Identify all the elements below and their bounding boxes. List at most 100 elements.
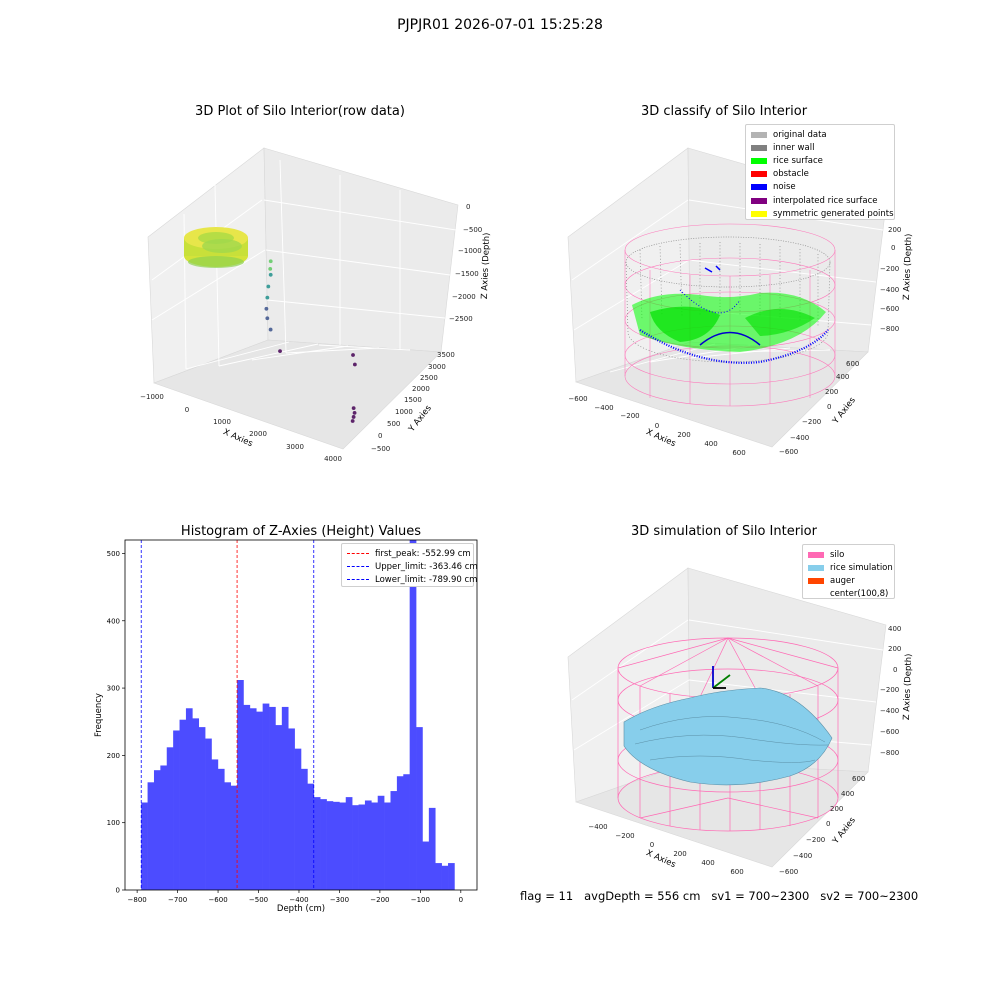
histogram-bar (326, 801, 334, 890)
x-tick-label: 0 (185, 406, 189, 414)
scatter-point (266, 284, 271, 289)
y-axis-label: Y Axies (830, 815, 858, 847)
histogram-bar (281, 706, 289, 890)
legend-entry: silo (808, 548, 889, 561)
legend-swatch (808, 564, 824, 571)
scatter-point (268, 259, 273, 264)
histogram-bar (198, 727, 206, 890)
legend-entry: Upper_limit: -363.46 cm (347, 560, 478, 573)
y-tick-label: −600 (779, 448, 798, 456)
x-tick-label: 0 (459, 896, 463, 904)
legend-entry: rice surface (751, 154, 889, 167)
legend-swatch (751, 171, 767, 178)
classify-plot-title: 3D classify of Silo Interior (640, 104, 808, 119)
y-tick-label: 200 (825, 388, 838, 396)
histogram-bar (262, 703, 270, 890)
x-tick-label: 600 (732, 449, 745, 457)
scatter-point (351, 415, 356, 419)
histogram-bar (217, 768, 225, 890)
scatter-point (278, 349, 282, 354)
z-axis-label: Z Axies (Depth) (902, 233, 914, 300)
y-tick-label: 400 (107, 617, 120, 625)
histogram-bar (448, 863, 455, 890)
legend-label: Lower_limit: -789.90 cm (375, 574, 478, 585)
y-tick-label: 0 (826, 820, 830, 828)
legend-label: auger (830, 575, 855, 586)
y-tick-label: 3000 (428, 363, 446, 371)
rice-surface-points (632, 292, 826, 352)
histogram-bar (147, 782, 155, 890)
legend-entry: first_peak: -552.99 cm (347, 547, 471, 560)
histogram-bar (256, 711, 263, 890)
histogram-bar (160, 765, 168, 890)
histogram-bar (428, 807, 436, 890)
legend-label: first_peak: -552.99 cm (375, 548, 471, 559)
histogram-bar (166, 747, 174, 890)
x-tick-label: 400 (704, 440, 717, 448)
histogram-bar (288, 728, 295, 890)
x-tick-label: −200 (370, 896, 389, 904)
histogram-bar (339, 802, 347, 890)
legend-swatch (751, 210, 767, 217)
histogram-bar (409, 540, 417, 890)
histogram-bar (179, 719, 187, 890)
x-tick-label: −800 (128, 896, 147, 904)
histogram-bar (396, 776, 404, 890)
histogram-bar (301, 768, 308, 890)
figure-title: PJPJR01 2026-07-01 15:25:28 (397, 17, 603, 33)
x-tick-label: 200 (677, 431, 690, 439)
legend-label: original data (773, 129, 827, 140)
z-tick-label: −600 (880, 305, 899, 313)
legend-entry: rice simulation (808, 561, 893, 574)
histogram-bar (173, 730, 180, 890)
y-tick-label: −400 (793, 852, 812, 860)
legend-label: silo (830, 549, 845, 560)
x-tick-label: 2000 (249, 430, 267, 438)
y-tick-label: 2500 (420, 374, 438, 382)
legend-label: symmetric generated points (773, 208, 894, 219)
x-tick-label: −100 (411, 896, 430, 904)
histogram-bar (141, 802, 148, 890)
x-tick-label: 0 (655, 422, 659, 430)
legend-swatch (751, 131, 767, 138)
legend-label: interpolated rice surface (773, 195, 878, 206)
x-tick-label: −200 (620, 412, 639, 420)
scatter-point (350, 419, 355, 423)
simulation-plot-title: 3D simulation of Silo Interior (631, 524, 817, 539)
x-tick-label: −500 (249, 896, 268, 904)
legend-entry: interpolated rice surface (751, 194, 889, 207)
y-tick-label: 1000 (395, 408, 413, 416)
y-tick-label: −500 (371, 445, 390, 453)
x-tick-label: 3000 (286, 443, 304, 451)
z-tick-label: 200 (888, 645, 901, 653)
histogram-bar (416, 727, 423, 890)
y-tick-label: 0 (116, 887, 120, 895)
x-tick-label: 1000 (213, 418, 231, 426)
legend-entry: Lower_limit: -789.90 cm (347, 573, 477, 586)
scatter-point (351, 406, 356, 411)
histogram-bar (294, 748, 302, 890)
y-tick-label: 100 (107, 819, 120, 827)
y-tick-label: 500 (387, 420, 400, 428)
legend-swatch (808, 551, 824, 558)
histogram-bar (435, 863, 442, 890)
y-tick-label: −600 (779, 868, 798, 876)
legend-label: center(100,8) (830, 589, 889, 600)
x-axis-label: Depth (cm) (277, 904, 325, 914)
histogram-bar (441, 865, 449, 890)
x-tick-label: −600 (208, 896, 227, 904)
histogram-bar (377, 795, 385, 890)
histogram-bar (307, 783, 315, 890)
histogram-bar (249, 708, 257, 890)
legend-line-swatch (347, 553, 369, 555)
histogram-bar (192, 718, 200, 890)
histogram-bar (185, 708, 193, 890)
x-tick-label: −700 (168, 896, 187, 904)
legend-swatch (751, 157, 767, 164)
y-tick-label: 600 (846, 360, 859, 368)
x-tick-label: 0 (650, 841, 654, 849)
histogram-bar (275, 725, 283, 890)
y-tick-label: −400 (790, 434, 809, 442)
